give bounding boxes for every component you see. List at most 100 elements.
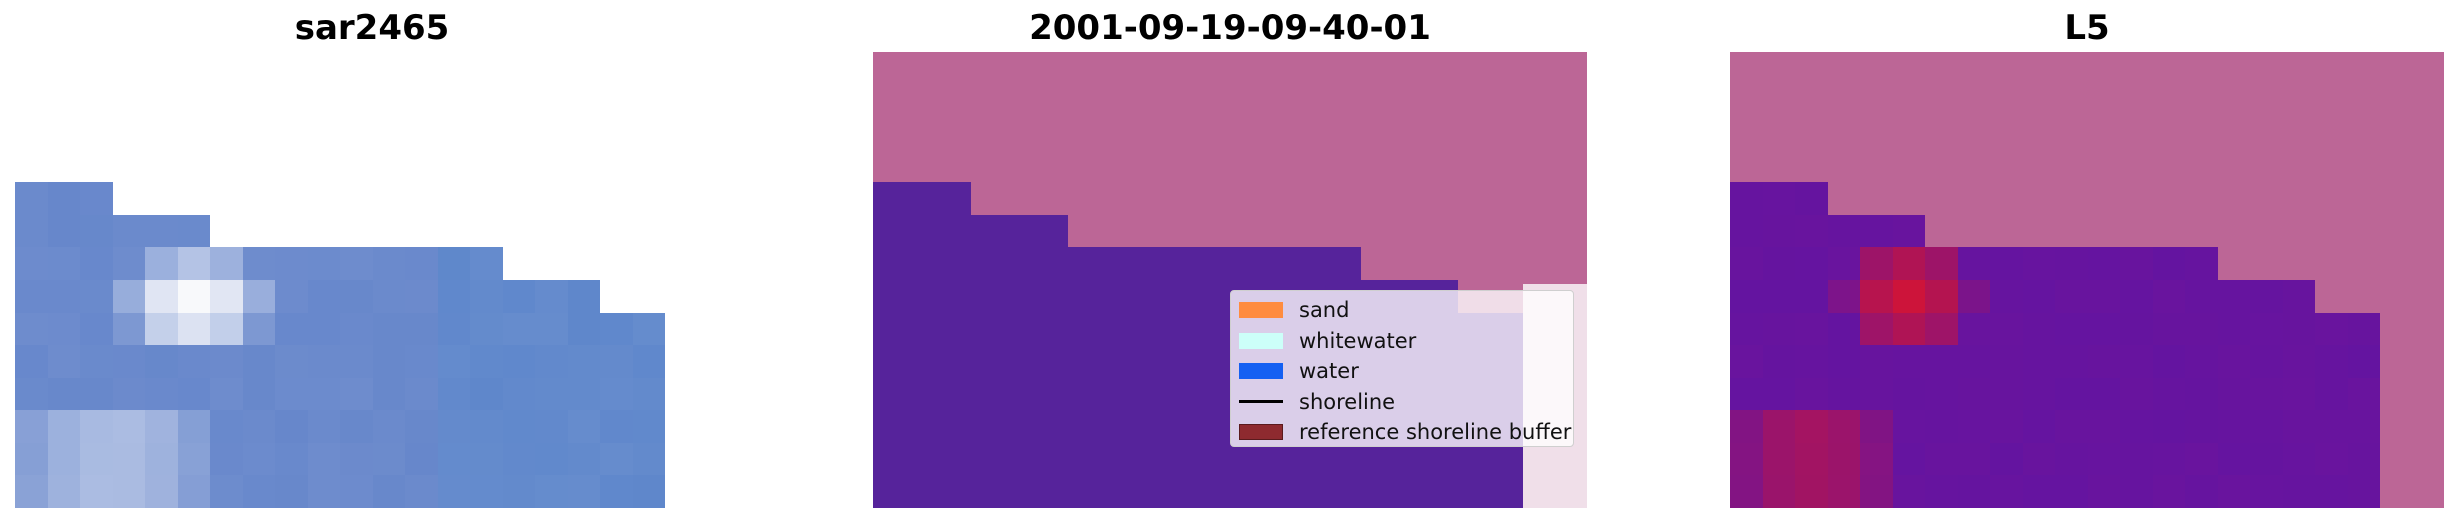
class-pixel bbox=[1003, 117, 1036, 150]
probability-pixel bbox=[2347, 247, 2380, 280]
probability-pixel bbox=[1860, 84, 1893, 118]
image-pixel bbox=[15, 312, 48, 346]
image-pixel bbox=[145, 214, 178, 248]
probability-pixel bbox=[2217, 475, 2250, 508]
probability-pixel bbox=[1730, 345, 1763, 378]
image-pixel bbox=[372, 52, 405, 85]
image-pixel bbox=[47, 149, 80, 183]
class-pixel bbox=[1035, 214, 1068, 248]
image-pixel bbox=[372, 410, 405, 443]
class-pixel bbox=[1035, 475, 1068, 508]
class-pixel bbox=[1133, 117, 1166, 150]
probability-pixel bbox=[1827, 410, 1860, 443]
image-pixel bbox=[210, 52, 243, 85]
probability-pixel bbox=[2185, 279, 2218, 313]
class-pixel bbox=[938, 279, 971, 313]
class-pixel bbox=[1360, 117, 1393, 150]
image-pixel bbox=[242, 149, 275, 183]
class-pixel bbox=[1035, 149, 1068, 183]
image-pixel bbox=[535, 410, 568, 443]
probability-pixel bbox=[2022, 475, 2055, 508]
class-pixel bbox=[1393, 52, 1426, 85]
class-pixel bbox=[1490, 214, 1523, 248]
probability-pixel bbox=[2217, 84, 2250, 118]
class-pixel bbox=[1425, 84, 1458, 118]
image-pixel bbox=[340, 214, 373, 248]
probability-pixel bbox=[1990, 312, 2023, 346]
class-pixel bbox=[1198, 377, 1231, 411]
image-pixel bbox=[340, 149, 373, 183]
image-pixel bbox=[405, 345, 438, 378]
class-pixel bbox=[1035, 442, 1068, 476]
probability-pixel bbox=[1795, 149, 1828, 183]
class-pixel bbox=[1100, 377, 1133, 411]
class-pixel bbox=[873, 475, 906, 508]
rgb-image-panel bbox=[15, 52, 665, 508]
class-pixel bbox=[1328, 149, 1361, 183]
probability-pixel bbox=[1892, 117, 1925, 150]
class-pixel bbox=[1328, 247, 1361, 280]
probability-pixel bbox=[1827, 182, 1860, 215]
image-pixel bbox=[307, 117, 340, 150]
probability-pixel bbox=[2282, 52, 2315, 85]
image-pixel bbox=[145, 149, 178, 183]
image-pixel bbox=[307, 475, 340, 508]
image-pixel bbox=[600, 84, 633, 118]
class-pixel bbox=[1068, 410, 1101, 443]
image-pixel bbox=[372, 442, 405, 476]
probability-pixel bbox=[1730, 410, 1763, 443]
probability-pixel bbox=[1762, 52, 1795, 85]
class-pixel bbox=[1490, 117, 1523, 150]
image-pixel bbox=[340, 84, 373, 118]
probability-pixel bbox=[2152, 312, 2185, 346]
probability-pixel bbox=[2347, 475, 2380, 508]
image-pixel bbox=[80, 475, 113, 508]
probability-pixel bbox=[1990, 84, 2023, 118]
image-pixel bbox=[437, 52, 470, 85]
image-pixel bbox=[177, 279, 210, 313]
probability-pixel bbox=[2055, 475, 2088, 508]
probability-pixel bbox=[2055, 84, 2088, 118]
class-pixel bbox=[1165, 84, 1198, 118]
image-pixel bbox=[470, 410, 503, 443]
class-pixel bbox=[1133, 214, 1166, 248]
probability-pixel bbox=[2087, 84, 2120, 118]
class-pixel bbox=[1230, 84, 1263, 118]
image-pixel bbox=[242, 377, 275, 411]
class-pixel bbox=[1035, 377, 1068, 411]
image-pixel bbox=[405, 247, 438, 280]
image-pixel bbox=[177, 117, 210, 150]
image-pixel bbox=[340, 312, 373, 346]
image-pixel bbox=[210, 377, 243, 411]
probability-pixel bbox=[2347, 442, 2380, 476]
probability-image bbox=[1730, 52, 2380, 508]
class-pixel bbox=[1165, 182, 1198, 215]
probability-pixel bbox=[2152, 442, 2185, 476]
class-pixel bbox=[1328, 214, 1361, 248]
image-pixel bbox=[502, 52, 535, 85]
probability-pixel bbox=[1827, 377, 1860, 411]
class-pixel bbox=[1068, 214, 1101, 248]
probability-pixel bbox=[1827, 442, 1860, 476]
image-pixel bbox=[340, 377, 373, 411]
image-pixel bbox=[112, 52, 145, 85]
class-pixel bbox=[1458, 84, 1491, 118]
class-pixel bbox=[1198, 345, 1231, 378]
class-pixel bbox=[1003, 377, 1036, 411]
probability-pixel bbox=[2315, 279, 2348, 313]
class-pixel bbox=[1393, 475, 1426, 508]
image-pixel bbox=[15, 84, 48, 118]
image-pixel bbox=[632, 345, 665, 378]
probability-pixel bbox=[1957, 410, 1990, 443]
probability-pixel bbox=[1762, 279, 1795, 313]
image-pixel bbox=[177, 52, 210, 85]
probability-pixel bbox=[2120, 117, 2153, 150]
probability-pixel bbox=[2022, 182, 2055, 215]
class-pixel bbox=[1100, 279, 1133, 313]
class-pixel bbox=[970, 345, 1003, 378]
image-pixel bbox=[372, 345, 405, 378]
image-pixel bbox=[502, 279, 535, 313]
class-pixel bbox=[1393, 84, 1426, 118]
probability-pixel bbox=[2315, 345, 2348, 378]
probability-pixel bbox=[2022, 117, 2055, 150]
